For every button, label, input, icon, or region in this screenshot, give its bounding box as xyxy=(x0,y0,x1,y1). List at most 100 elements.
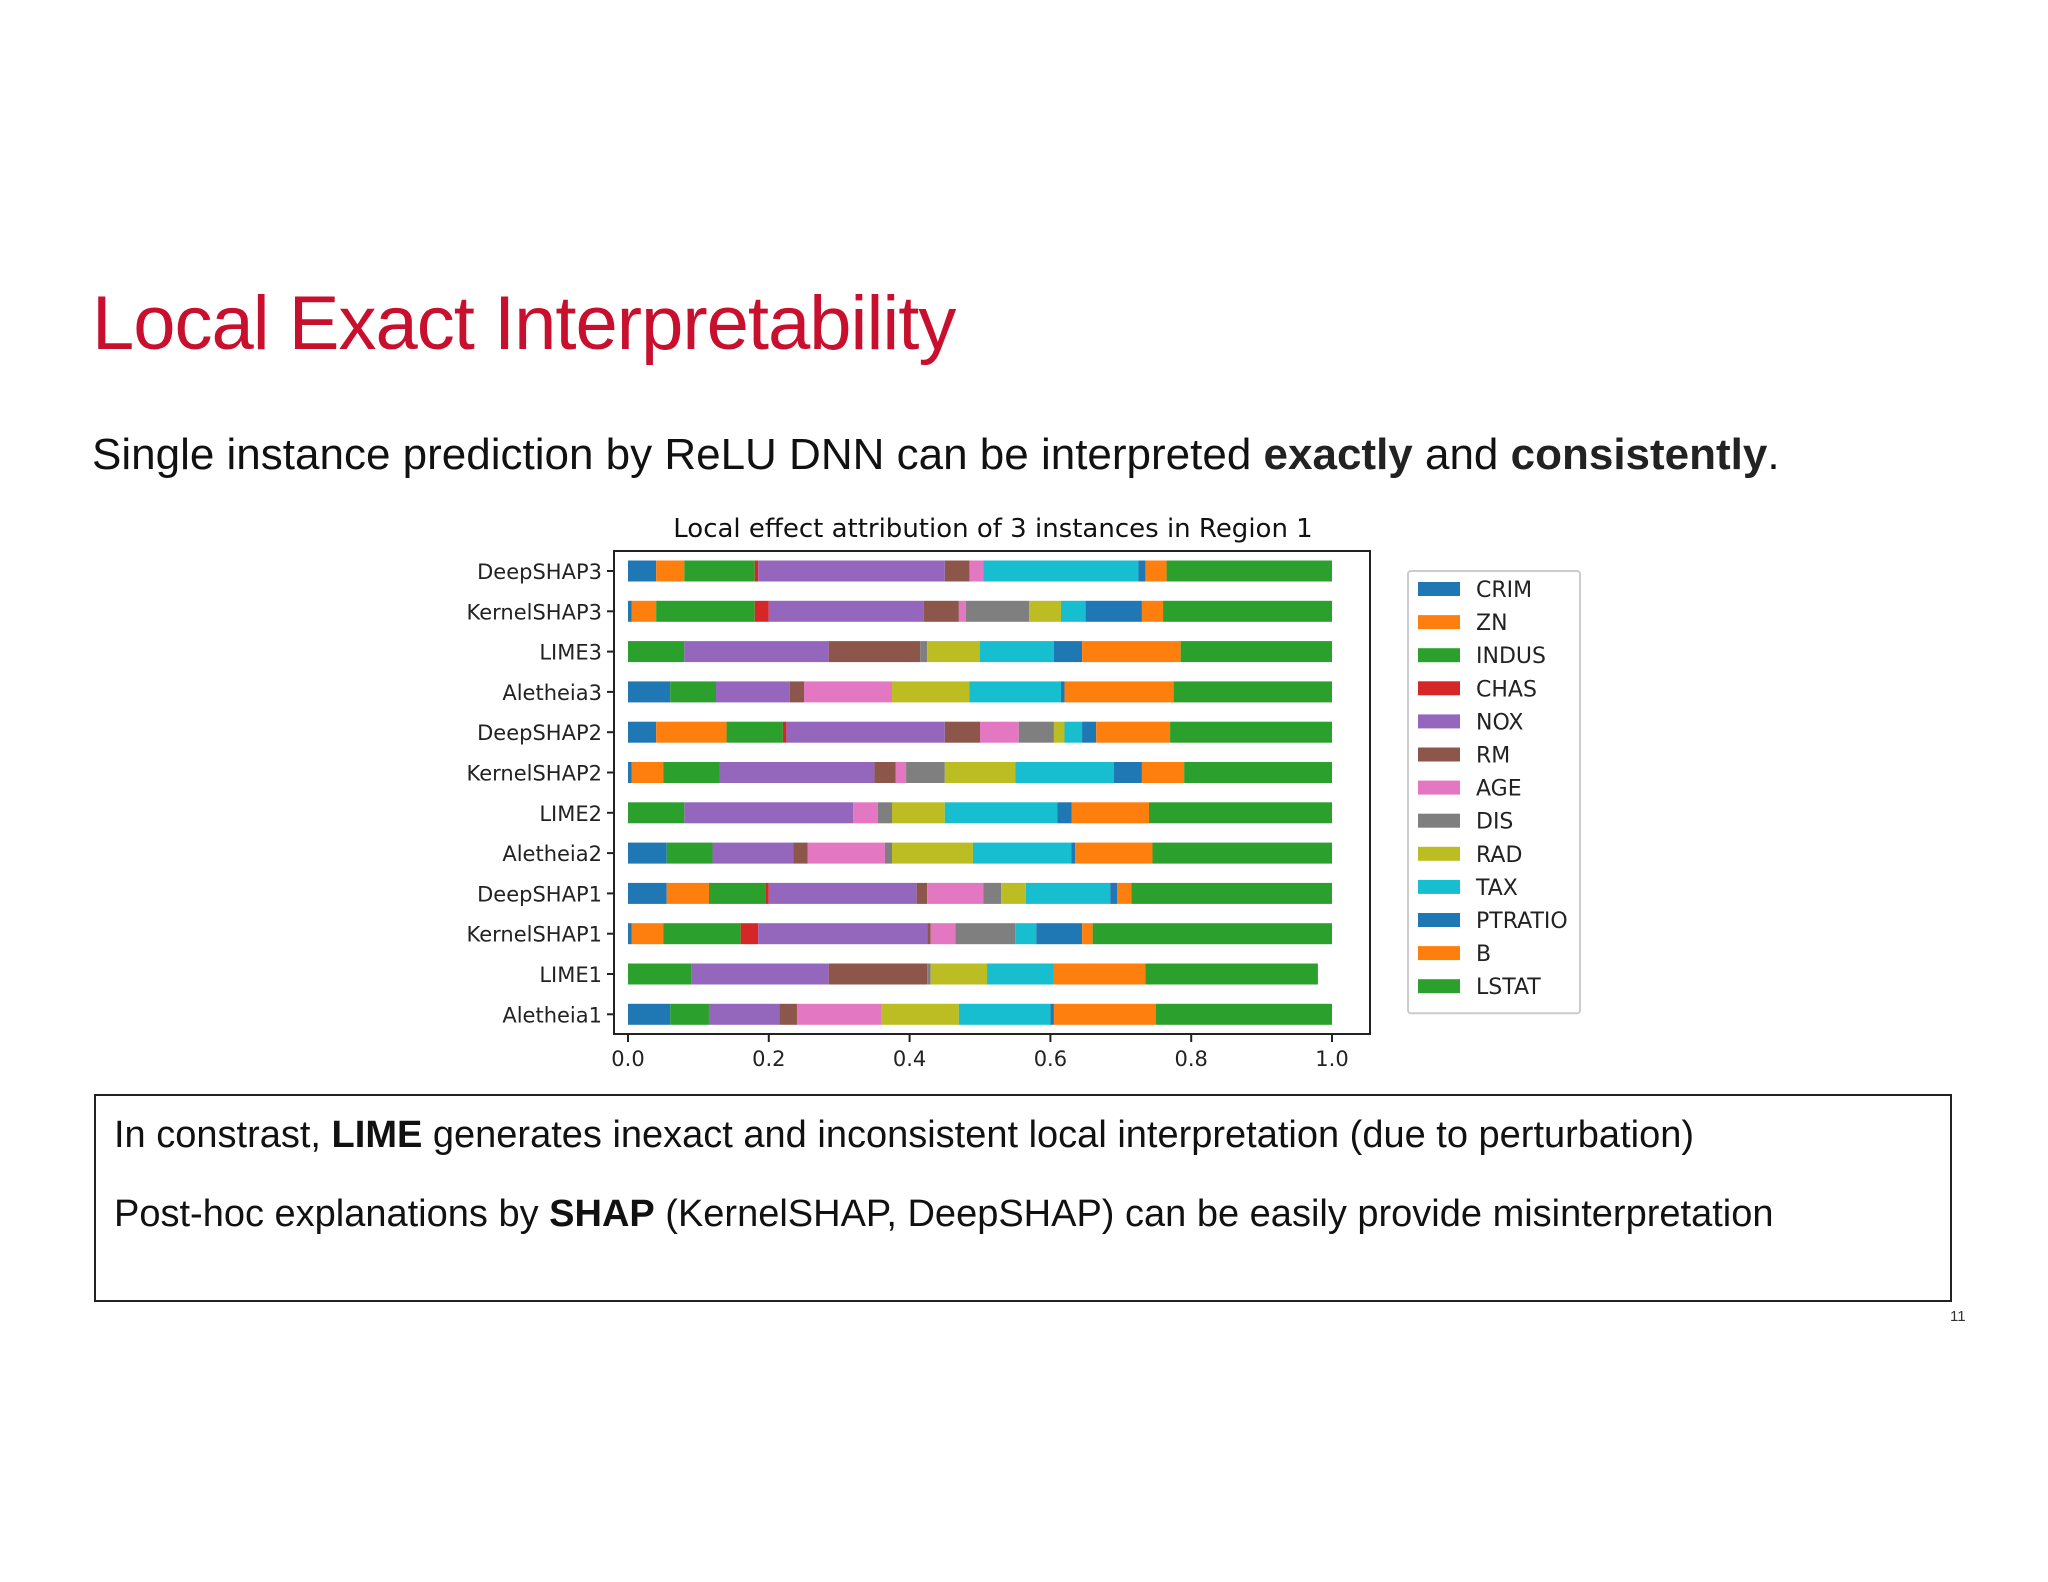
legend-swatch-b xyxy=(1418,946,1460,961)
bar-segment-deepshap2-lstat xyxy=(1170,721,1332,743)
bar-segment-kernelshap3-chas xyxy=(754,600,769,622)
x-tick-label: 0.6 xyxy=(1034,1047,1067,1071)
y-tick-label: LIME3 xyxy=(539,641,602,665)
bar-segment-kernelshap2-nox xyxy=(719,762,875,783)
bar-segment-aletheia2-b xyxy=(1075,842,1153,864)
legend-label-b: B xyxy=(1476,942,1491,967)
slide-title: Local Exact Interpretability xyxy=(92,281,956,366)
y-tick-label: Aletheia1 xyxy=(502,1003,602,1027)
bar-segment-aletheia2-indus xyxy=(666,842,713,864)
page-number: 11 xyxy=(1950,1308,1966,1325)
bar-segment-kernelshap3-b xyxy=(1141,600,1164,622)
bar-segment-deepshap2-nox xyxy=(786,721,945,743)
note-line2-text-1: Post-hoc explanations by xyxy=(114,1193,550,1235)
legend-label-indus: INDUS xyxy=(1476,644,1546,669)
bar-segment-aletheia3-rm xyxy=(789,681,804,703)
y-axis: DeepSHAP3 KernelSHAP3 LIME3 Aletheia3 DeepSH… xyxy=(467,560,614,1027)
bar-segment-kernelshap1-indus xyxy=(663,923,741,945)
bar-segment-deepshap2-chas xyxy=(782,721,787,743)
bar-segment-aletheia2-lstat xyxy=(1152,842,1332,864)
bar-segment-deepshap1-crim xyxy=(628,882,667,904)
bar-segment-kernelshap1-tax xyxy=(1015,923,1037,945)
bar-segment-aletheia2-rm xyxy=(793,842,808,864)
bar-segment-aletheia3-indus xyxy=(670,681,716,703)
y-tick-label: KernelSHAP3 xyxy=(467,600,603,624)
bar-segment-lime3-ptratio xyxy=(1053,641,1083,663)
bar-segment-deepshap2-b xyxy=(1096,721,1171,743)
legend-swatch-indus xyxy=(1418,648,1460,663)
y-tick-label: KernelSHAP2 xyxy=(467,762,603,786)
bar-segment-aletheia1-indus xyxy=(670,1003,709,1025)
bar-segment-kernelshap2-ptratio xyxy=(1113,762,1142,783)
bar-segment-kernelshap2-lstat xyxy=(1184,762,1332,783)
bar-segment-kernelshap3-rad xyxy=(1029,600,1061,622)
bar-segment-deepshap2-tax xyxy=(1064,721,1083,743)
x-tick-label: 0.0 xyxy=(611,1047,644,1071)
x-tick-label: 0.8 xyxy=(1174,1047,1207,1071)
bar-segment-aletheia1-lstat xyxy=(1156,1003,1332,1025)
legend-swatch-tax xyxy=(1418,879,1460,894)
subtitle-bold-consistently: consistently xyxy=(1510,430,1768,479)
bar-segment-kernelshap3-ptratio xyxy=(1085,600,1142,622)
legend-label-age: AGE xyxy=(1476,777,1522,802)
bar-segment-kernelshap2-tax xyxy=(1015,762,1114,783)
bar-segment-kernelshap3-zn xyxy=(631,600,657,622)
bar-segment-deepshap1-dis xyxy=(983,882,1002,904)
bar-segment-kernelshap3-crim xyxy=(628,600,632,622)
legend-label-ptratio: PTRATIO xyxy=(1476,909,1568,934)
slide-subtitle: Single instance prediction by ReLU DNN c… xyxy=(92,430,1780,480)
bar-segment-deepshap1-tax xyxy=(1025,882,1111,904)
bar-segment-deepshap1-ptratio xyxy=(1110,882,1118,904)
bar-segment-lime2-rad xyxy=(892,802,945,824)
bar-segment-deepshap1-nox xyxy=(768,882,917,904)
bar-segment-kernelshap3-lstat xyxy=(1163,600,1332,622)
bar-segment-deepshap1-age xyxy=(927,882,984,904)
bar-segment-kernelshap3-dis xyxy=(965,600,1030,622)
bar-segment-aletheia3-rad xyxy=(892,681,970,703)
bar-segment-aletheia1-age xyxy=(796,1003,882,1025)
y-tick-label: LIME2 xyxy=(539,802,602,826)
bar-segment-kernelshap2-dis xyxy=(906,762,945,783)
bar-segment-kernelshap2-crim xyxy=(628,762,632,783)
bar-segment-aletheia3-lstat xyxy=(1173,681,1332,703)
bar-segment-kernelshap1-zn xyxy=(631,923,664,945)
bar-segment-deepshap2-dis xyxy=(1018,721,1054,743)
bar-segment-lime2-b xyxy=(1071,802,1149,824)
bar-segment-aletheia1-rad xyxy=(881,1003,959,1025)
bar-segment-kernelshap3-nox xyxy=(768,600,924,622)
legend-swatch-nox xyxy=(1418,714,1460,729)
bar-segment-lime1-indus xyxy=(628,963,692,985)
legend-label-crim: CRIM xyxy=(1476,578,1532,603)
bar-segment-lime1-b xyxy=(1053,963,1146,985)
bar-segment-aletheia3-b xyxy=(1064,681,1174,703)
bar-segment-lime2-ptratio xyxy=(1057,802,1072,824)
subtitle-text-2: and xyxy=(1412,430,1511,479)
x-tick-label: 1.0 xyxy=(1315,1047,1348,1071)
bar-segment-aletheia3-tax xyxy=(969,681,1061,703)
bar-segment-kernelshap1-chas xyxy=(740,923,759,945)
bar-segment-deepshap2-ptratio xyxy=(1082,721,1097,743)
bar-segment-deepshap3-age xyxy=(969,560,984,582)
bar-segment-deepshap2-zn xyxy=(656,721,727,743)
plot-frame xyxy=(613,550,1371,1035)
legend-swatch-rad xyxy=(1418,846,1460,861)
y-tick-label: DeepSHAP3 xyxy=(477,560,602,584)
bar-segment-lime1-dis xyxy=(927,963,931,985)
bar-segment-kernelshap3-rm xyxy=(923,600,959,622)
x-tick-label: 0.4 xyxy=(893,1047,926,1071)
bar-segment-aletheia3-age xyxy=(804,681,892,703)
bar-segment-deepshap1-chas xyxy=(765,882,769,904)
bar-segment-kernelshap2-indus xyxy=(663,762,720,783)
bar-segment-kernelshap3-indus xyxy=(656,600,755,622)
legend-label-chas: CHAS xyxy=(1476,677,1537,702)
bars-layer xyxy=(628,560,1332,1025)
bar-segment-lime3-b xyxy=(1082,641,1181,663)
subtitle-bold-exactly: exactly xyxy=(1263,430,1413,479)
note-line1-text-1: In constrast, xyxy=(114,1114,332,1156)
bar-segment-deepshap1-rm xyxy=(916,882,928,904)
y-tick-label: LIME1 xyxy=(539,963,602,987)
bar-segment-aletheia1-nox xyxy=(708,1003,780,1025)
bar-segment-kernelshap1-rm xyxy=(927,923,931,945)
legend-swatch-ptratio xyxy=(1418,913,1460,927)
bar-segment-deepshap3-nox xyxy=(758,560,945,582)
